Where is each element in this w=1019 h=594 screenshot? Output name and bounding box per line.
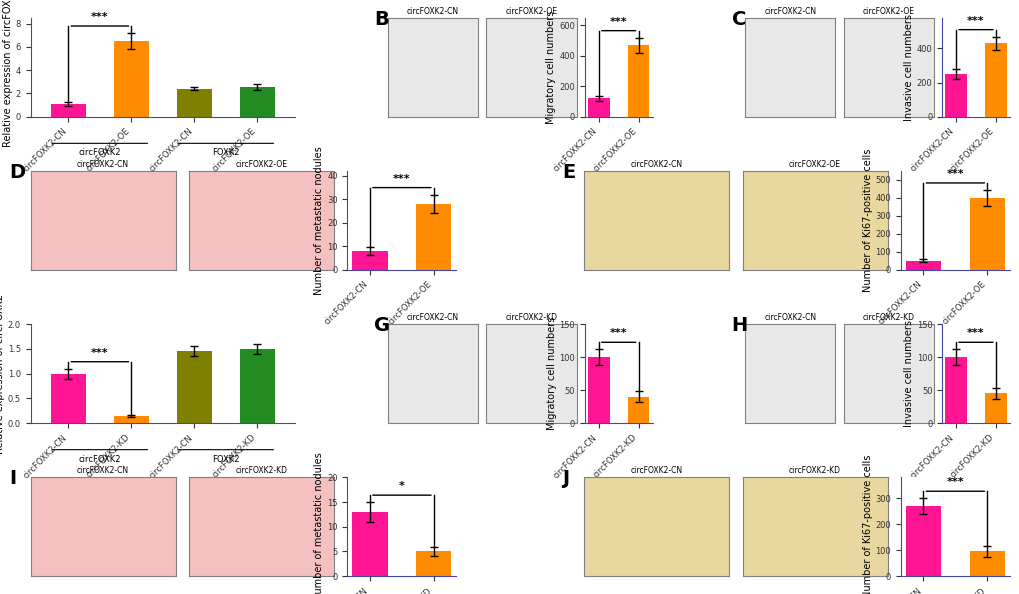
Text: FOXK2: FOXK2 xyxy=(212,454,239,464)
Text: circFOXK2-CN: circFOXK2-CN xyxy=(763,313,815,322)
Text: circFOXK2: circFOXK2 xyxy=(78,148,121,157)
Text: circFOXK2-CN: circFOXK2-CN xyxy=(77,466,129,475)
Text: G: G xyxy=(374,316,390,335)
Text: circFOXK2-CN: circFOXK2-CN xyxy=(630,160,682,169)
Bar xyxy=(353,512,387,576)
Bar xyxy=(627,45,649,116)
Text: ***: *** xyxy=(946,478,963,487)
Text: D: D xyxy=(9,163,24,182)
Bar xyxy=(177,352,212,423)
Text: B: B xyxy=(374,10,388,29)
Y-axis label: Migratory cell numbers: Migratory cell numbers xyxy=(546,317,556,430)
Text: ***: *** xyxy=(946,169,963,179)
Bar xyxy=(416,551,451,576)
Text: circFOXK2-OE: circFOXK2-OE xyxy=(235,160,287,169)
Bar xyxy=(114,41,149,116)
Y-axis label: Number of metastatic nodules: Number of metastatic nodules xyxy=(314,146,324,295)
Bar xyxy=(51,104,86,116)
Bar xyxy=(969,198,1004,270)
Y-axis label: Number of metastatic nodules: Number of metastatic nodules xyxy=(314,453,324,594)
Bar xyxy=(177,89,212,116)
Bar xyxy=(587,357,609,423)
Text: C: C xyxy=(731,10,745,29)
Bar xyxy=(984,43,1006,116)
Text: circFOXK2-KD: circFOXK2-KD xyxy=(235,466,287,475)
Text: I: I xyxy=(9,469,16,488)
Text: circFOXK2-CN: circFOXK2-CN xyxy=(77,160,129,169)
Bar xyxy=(905,506,941,576)
Text: circFOXK2-CN: circFOXK2-CN xyxy=(763,7,815,16)
Text: E: E xyxy=(561,163,575,182)
Bar xyxy=(969,551,1004,576)
Bar xyxy=(239,349,274,423)
Text: circFOXK2-OE: circFOXK2-OE xyxy=(862,7,914,16)
Y-axis label: Invasive cell numbers: Invasive cell numbers xyxy=(903,320,913,427)
Bar xyxy=(353,251,387,270)
Y-axis label: Migratory cell numbers: Migratory cell numbers xyxy=(546,11,556,124)
Text: ***: *** xyxy=(609,17,627,27)
Bar xyxy=(416,204,451,270)
Text: circFOXK2-OE: circFOXK2-OE xyxy=(789,160,841,169)
Text: ***: *** xyxy=(966,328,983,339)
Text: ***: *** xyxy=(966,15,983,26)
Text: *: * xyxy=(398,481,405,491)
Bar xyxy=(945,357,966,423)
Text: circFOXK2-KD: circFOXK2-KD xyxy=(789,466,841,475)
Text: FOXK2: FOXK2 xyxy=(212,148,239,157)
Y-axis label: Relative expression of circFOXK2: Relative expression of circFOXK2 xyxy=(3,0,12,147)
Text: circFOXK2-KD: circFOXK2-KD xyxy=(862,313,914,322)
Text: ***: *** xyxy=(609,328,627,339)
Y-axis label: Relative expression of circFOXK2: Relative expression of circFOXK2 xyxy=(0,293,5,454)
Text: circFOXK2-CN: circFOXK2-CN xyxy=(407,313,459,322)
Bar xyxy=(984,393,1006,423)
Bar xyxy=(945,74,966,116)
Y-axis label: Invasive cell numbers: Invasive cell numbers xyxy=(903,14,913,121)
Text: H: H xyxy=(731,316,747,335)
Text: ***: *** xyxy=(392,173,411,184)
Bar xyxy=(114,416,149,423)
Text: circFOXK2-KD: circFOXK2-KD xyxy=(505,313,557,322)
Y-axis label: Number of Ki67-positive cells: Number of Ki67-positive cells xyxy=(862,455,871,594)
Text: circFOXK2: circFOXK2 xyxy=(78,454,121,464)
Text: circFOXK2-CN: circFOXK2-CN xyxy=(630,466,682,475)
Text: ***: *** xyxy=(91,12,109,22)
Text: circFOXK2-CN: circFOXK2-CN xyxy=(407,7,459,16)
Bar xyxy=(239,87,274,116)
Text: ***: *** xyxy=(91,347,109,358)
Text: circFOXK2-OE: circFOXK2-OE xyxy=(505,7,557,16)
Y-axis label: Number of Ki67-positive cells: Number of Ki67-positive cells xyxy=(862,148,871,292)
Text: J: J xyxy=(561,469,569,488)
Bar xyxy=(51,374,86,423)
Bar xyxy=(587,99,609,116)
Bar xyxy=(905,261,941,270)
Bar xyxy=(627,397,649,423)
